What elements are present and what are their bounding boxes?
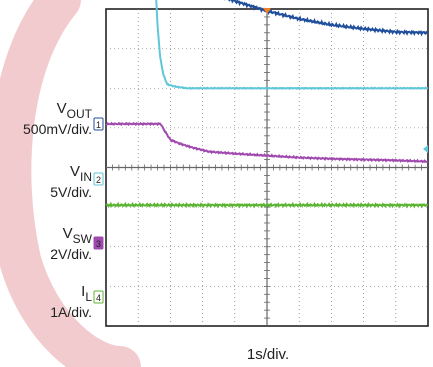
vout-offset-marker-icon — [423, 145, 428, 153]
channel-labels: VOUT500mV/div.VIN5V/div.VSW2V/div.IL1A/d… — [23, 100, 93, 320]
channel-1-ground-marker — [93, 117, 104, 131]
channel-scale: 1A/div. — [50, 304, 92, 320]
watermark-arc — [0, 0, 141, 367]
channel-marker-number: 4 — [96, 293, 101, 303]
channel-name: VOUT — [57, 100, 93, 121]
trace-vsw — [105, 121, 429, 164]
channel-name-main: I — [81, 283, 85, 300]
channel-scale: 2V/div. — [50, 246, 92, 262]
trace-vin — [155, 0, 429, 90]
channel-3-ground-marker — [93, 236, 104, 250]
channel-name-subscript: L — [85, 290, 92, 304]
channel-name-main: V — [70, 163, 80, 180]
channel-markers: 1 2 3 4 — [93, 8, 428, 304]
channel-name: IL — [81, 283, 92, 304]
channel-scale: 500mV/div. — [23, 121, 92, 137]
channel-name-subscript: SW — [73, 232, 93, 246]
channel-name-main: V — [57, 100, 67, 117]
channel-name-subscript: IN — [80, 170, 92, 184]
channel-marker-number: 1 — [96, 120, 101, 130]
channel-scale: 5V/div. — [50, 184, 92, 200]
watermark — [0, 0, 141, 367]
channel-name-main: V — [63, 225, 73, 242]
channel-marker-number: 3 — [96, 239, 101, 249]
channel-name: VIN — [70, 163, 92, 184]
channel-4-ground-marker — [93, 290, 104, 304]
channel-marker-number: 2 — [96, 175, 101, 185]
channel-2-ground-marker — [93, 172, 104, 186]
channel-name: VSW — [63, 225, 93, 246]
trigger-marker-icon — [263, 8, 271, 14]
x-axis-scale-label: 1s/div. — [247, 346, 289, 363]
channel-name-subscript: OUT — [67, 107, 93, 121]
trace-il — [105, 201, 429, 209]
